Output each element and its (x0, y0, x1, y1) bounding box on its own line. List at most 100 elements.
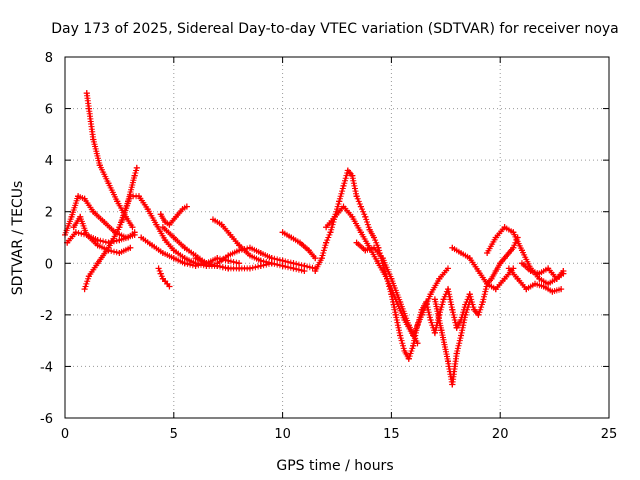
x-tick-label: 5 (170, 427, 178, 442)
data-point (257, 257, 264, 264)
data-point (83, 90, 90, 97)
data-point (501, 275, 508, 282)
data-point (497, 260, 504, 267)
data-point (344, 167, 351, 174)
data-point (475, 311, 482, 318)
data-point (436, 275, 443, 282)
data-point (405, 322, 412, 329)
data-point (135, 193, 142, 200)
data-point (336, 198, 343, 205)
data-point (94, 237, 101, 244)
data-point (101, 219, 108, 226)
data-point (225, 265, 232, 272)
series-pass-21 (505, 265, 565, 295)
data-point (214, 255, 221, 262)
data-point (431, 329, 438, 336)
data-point (488, 275, 495, 282)
y-tick-label: 8 (45, 51, 53, 66)
data-point (523, 286, 530, 293)
data-point (68, 213, 75, 220)
data-point (312, 268, 319, 275)
data-point (288, 234, 295, 241)
data-point (510, 229, 517, 236)
data-point (181, 260, 188, 267)
data-point (405, 355, 412, 362)
data-point (466, 255, 473, 262)
data-point (127, 244, 134, 251)
data-point (532, 280, 539, 287)
data-point (172, 213, 179, 220)
plot-frame (64, 56, 610, 419)
data-point (438, 327, 445, 334)
data-point (155, 265, 162, 272)
data-point (449, 244, 456, 251)
data-point (116, 224, 123, 231)
series-pass-14 (279, 229, 319, 262)
data-point (536, 270, 543, 277)
data-point (218, 221, 225, 228)
data-point (444, 358, 451, 365)
data-points (62, 90, 567, 388)
data-point (366, 226, 373, 233)
series-pass-16 (323, 203, 451, 339)
series-pass-22 (518, 260, 567, 282)
data-point (70, 224, 77, 231)
data-point (90, 136, 97, 143)
data-point (305, 247, 312, 254)
data-point (484, 280, 491, 287)
data-point (353, 193, 360, 200)
data-point (138, 234, 145, 241)
data-point (170, 234, 177, 241)
x-tick-label: 10 (274, 427, 291, 442)
data-point (179, 206, 186, 213)
data-point (331, 213, 338, 220)
data-point (96, 162, 103, 169)
series-pass-9 (155, 265, 173, 290)
data-point (166, 283, 173, 290)
data-point (312, 255, 319, 262)
data-point (536, 275, 543, 282)
data-point (558, 286, 565, 293)
data-point (505, 249, 512, 256)
data-point (353, 239, 360, 246)
data-point (162, 237, 169, 244)
data-point (357, 203, 364, 210)
data-point (81, 286, 88, 293)
data-point (444, 265, 451, 272)
data-point (159, 249, 166, 256)
data-point (133, 164, 140, 171)
data-point (125, 234, 132, 241)
data-point (157, 270, 164, 277)
data-point (166, 221, 173, 228)
y-axis-label: SDTVAR / TECUs (10, 181, 26, 296)
data-point (388, 275, 395, 282)
data-point (105, 180, 112, 187)
data-point (375, 260, 382, 267)
data-point (246, 244, 253, 251)
data-point (475, 268, 482, 275)
data-point (370, 234, 377, 241)
chart-title: Day 173 of 2025, Sidereal Day-to-day VTE… (51, 21, 619, 37)
data-point (501, 255, 508, 262)
data-point (129, 224, 136, 231)
data-point (114, 198, 121, 205)
data-point (131, 229, 138, 236)
series-pass-1 (62, 193, 138, 241)
data-point (85, 273, 92, 280)
data-point (209, 216, 216, 223)
data-point (540, 283, 547, 290)
data-point (462, 311, 469, 318)
series-pass-8 (157, 203, 190, 228)
data-point (170, 255, 177, 262)
x-tick-label: 15 (383, 427, 400, 442)
y-tick-label: 6 (45, 103, 53, 118)
data-point (162, 219, 169, 226)
data-point (349, 172, 356, 179)
y-tick-label: 2 (45, 206, 53, 221)
data-point (203, 260, 210, 267)
data-point (362, 247, 369, 254)
data-point (236, 260, 243, 267)
data-point (397, 332, 404, 339)
data-point (105, 244, 112, 251)
